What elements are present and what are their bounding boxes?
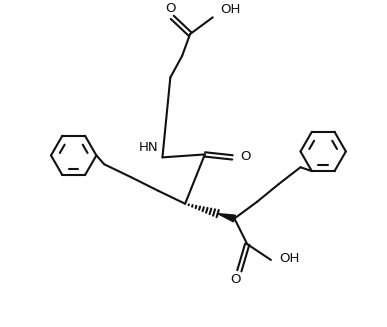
- Text: O: O: [240, 150, 251, 163]
- Text: O: O: [165, 2, 176, 15]
- Text: O: O: [230, 273, 241, 286]
- Polygon shape: [217, 214, 235, 222]
- Text: HN: HN: [139, 141, 159, 154]
- Text: OH: OH: [279, 252, 299, 266]
- Text: OH: OH: [221, 3, 241, 16]
